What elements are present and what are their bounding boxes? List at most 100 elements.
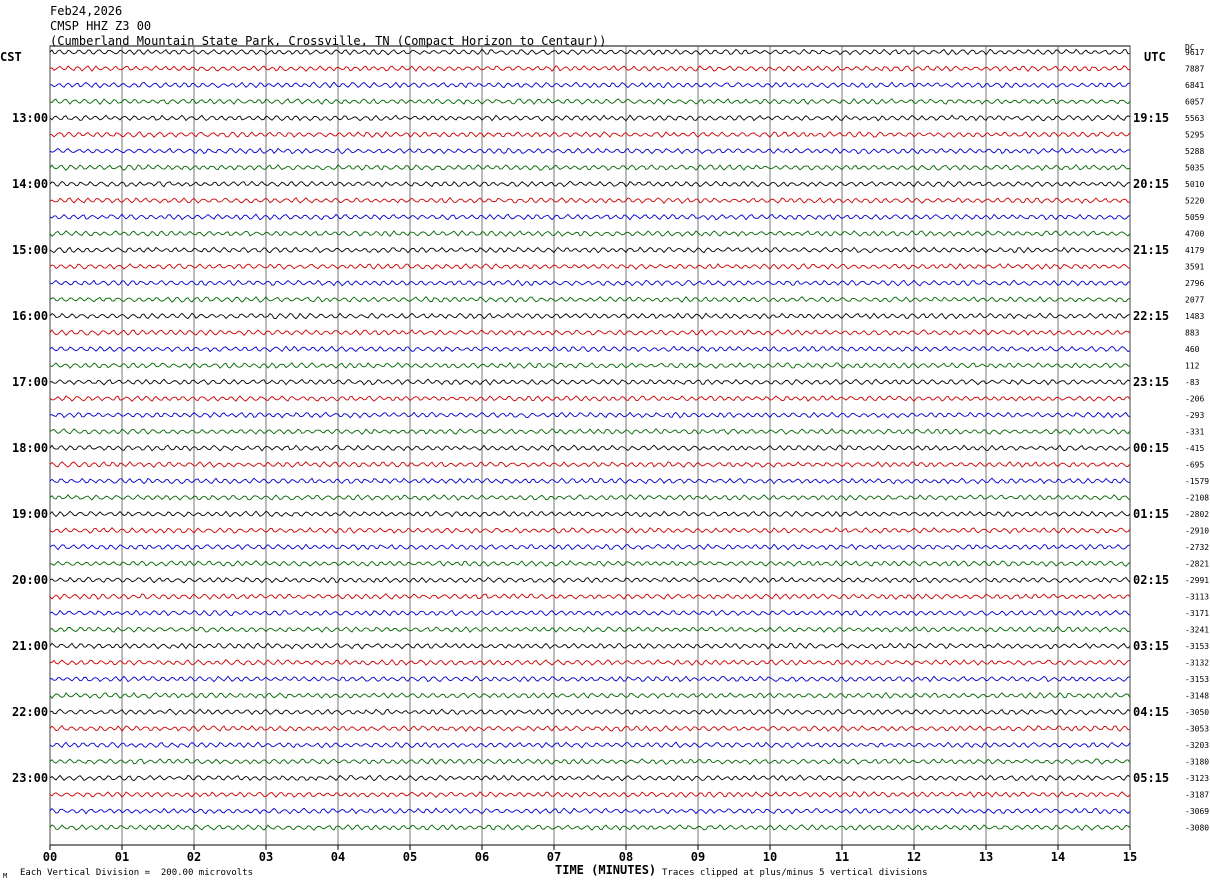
- plot-date: Feb24,2026: [50, 4, 123, 18]
- x-tick-label: 13: [979, 850, 993, 864]
- seismic-trace: [49, 708, 1131, 716]
- seismic-trace: [49, 114, 1131, 122]
- dc-offset-label: -3132: [1185, 659, 1209, 668]
- dc-offset-label: -2991: [1185, 576, 1209, 585]
- clip-note: Traces clipped at plus/minus 5 vertical …: [662, 868, 928, 878]
- station-label: (Cumberland Mountain State Park, Crossvi…: [50, 34, 607, 48]
- seismic-trace: [49, 98, 1131, 105]
- dc-offset-label: 2077: [1185, 296, 1204, 305]
- seismic-trace: [49, 296, 1131, 303]
- seismic-trace: [49, 81, 1131, 89]
- dc-offset-label: -3069: [1185, 807, 1209, 816]
- dc-offset-label: -2732: [1185, 543, 1209, 552]
- dc-offset-label: 1483: [1185, 312, 1204, 321]
- x-tick-label: 07: [547, 850, 561, 864]
- seismic-trace: [49, 312, 1131, 320]
- right-timezone-label: UTC: [1144, 50, 1166, 64]
- right-hour-label: 04:15: [1133, 705, 1169, 719]
- dc-offset-label: 7887: [1185, 65, 1204, 74]
- right-hour-label: 03:15: [1133, 639, 1169, 653]
- seismic-trace: [49, 197, 1131, 204]
- x-tick-label: 11: [835, 850, 849, 864]
- dc-offset-label: -415: [1185, 444, 1204, 453]
- seismic-trace: [49, 131, 1131, 138]
- seismic-trace: [49, 411, 1131, 419]
- dc-offset-label: 883: [1185, 329, 1200, 338]
- seismic-trace: [49, 362, 1131, 370]
- seismic-trace: [49, 345, 1131, 353]
- seismic-trace: [49, 147, 1131, 155]
- dc-offset-label: -83: [1185, 378, 1200, 387]
- dc-offset-label: -3187: [1185, 791, 1209, 800]
- seismic-trace: [49, 428, 1131, 435]
- left-hour-label: 20:00: [12, 573, 48, 587]
- right-hour-label: 00:15: [1133, 441, 1169, 455]
- x-tick-label: 08: [619, 850, 633, 864]
- dc-offset-label: -3180: [1185, 758, 1209, 767]
- right-hour-label: 19:15: [1133, 111, 1169, 125]
- dc-offset-label: 5563: [1185, 114, 1204, 123]
- dc-offset-label: 112: [1185, 362, 1200, 371]
- dc-offset-label: -3241: [1185, 626, 1209, 635]
- scale-note: Each Vertical Division = 200.00 microvol…: [20, 868, 253, 878]
- dc-offset-label: 5035: [1185, 164, 1204, 173]
- dc-offset-label: -2821: [1185, 560, 1209, 569]
- dc-offset-label: -293: [1185, 411, 1204, 420]
- seismic-trace: [49, 774, 1131, 782]
- seismic-trace: [49, 824, 1131, 831]
- dc-offset-label: 4700: [1185, 230, 1204, 239]
- seismic-trace: [49, 461, 1131, 468]
- dc-offset-label: 5059: [1185, 213, 1204, 222]
- dc-offset-label: -1579: [1185, 477, 1209, 486]
- right-hour-label: 01:15: [1133, 507, 1169, 521]
- dc-offset-label: -2802: [1185, 510, 1209, 519]
- left-hour-label: 13:00: [12, 111, 48, 125]
- seismic-trace: [49, 626, 1131, 633]
- seismic-trace: [49, 741, 1131, 749]
- seismic-trace: [49, 576, 1131, 584]
- seismic-trace: [49, 527, 1131, 534]
- x-axis-title: TIME (MINUTES): [555, 863, 657, 877]
- seismic-trace: [49, 263, 1131, 270]
- left-timezone-label: CST: [0, 50, 22, 64]
- x-tick-label: 15: [1123, 850, 1137, 864]
- dc-offset-label: 3591: [1185, 263, 1204, 272]
- left-hour-label: 22:00: [12, 705, 48, 719]
- dc-offset-label: 4179: [1185, 246, 1204, 255]
- right-hour-label: 02:15: [1133, 573, 1169, 587]
- dc-offset-label: -3171: [1185, 609, 1209, 618]
- seismic-trace: [49, 378, 1131, 386]
- seismic-trace: [49, 477, 1131, 485]
- seismic-trace: [49, 692, 1131, 699]
- x-tick-label: 01: [115, 850, 129, 864]
- dc-offset-label: 6057: [1185, 98, 1204, 107]
- dc-offset-label: 460: [1185, 345, 1200, 354]
- right-hour-label: 21:15: [1133, 243, 1169, 257]
- seismic-trace: [49, 329, 1131, 336]
- dc-offset-label: -2910: [1185, 527, 1209, 536]
- x-tick-label: 09: [691, 850, 705, 864]
- dc-offset-label: 9617: [1185, 48, 1204, 57]
- dc-offset-label: 5220: [1185, 197, 1204, 206]
- left-hour-label: 15:00: [12, 243, 48, 257]
- dc-offset-label: -3153: [1185, 675, 1209, 684]
- dc-offset-label: -3050: [1185, 708, 1209, 717]
- seismic-trace: [49, 675, 1131, 683]
- x-tick-label: 00: [43, 850, 57, 864]
- right-hour-label: 22:15: [1133, 309, 1169, 323]
- dc-offset-label: -3153: [1185, 642, 1209, 651]
- dc-header-label: DC: [1185, 43, 1195, 52]
- left-hour-label: 23:00: [12, 771, 48, 785]
- x-tick-label: 02: [187, 850, 201, 864]
- x-tick-label: 12: [907, 850, 921, 864]
- dc-offset-label: 5288: [1185, 147, 1204, 156]
- seismic-trace: [49, 213, 1131, 221]
- seismic-trace: [49, 164, 1131, 171]
- seismic-trace: [49, 444, 1131, 452]
- corner-mark: M: [3, 872, 8, 880]
- left-hour-label: 18:00: [12, 441, 48, 455]
- seismic-trace: [49, 725, 1131, 733]
- dc-offset-label: -3148: [1185, 692, 1209, 701]
- x-tick-label: 05: [403, 850, 417, 864]
- x-tick-label: 04: [331, 850, 345, 864]
